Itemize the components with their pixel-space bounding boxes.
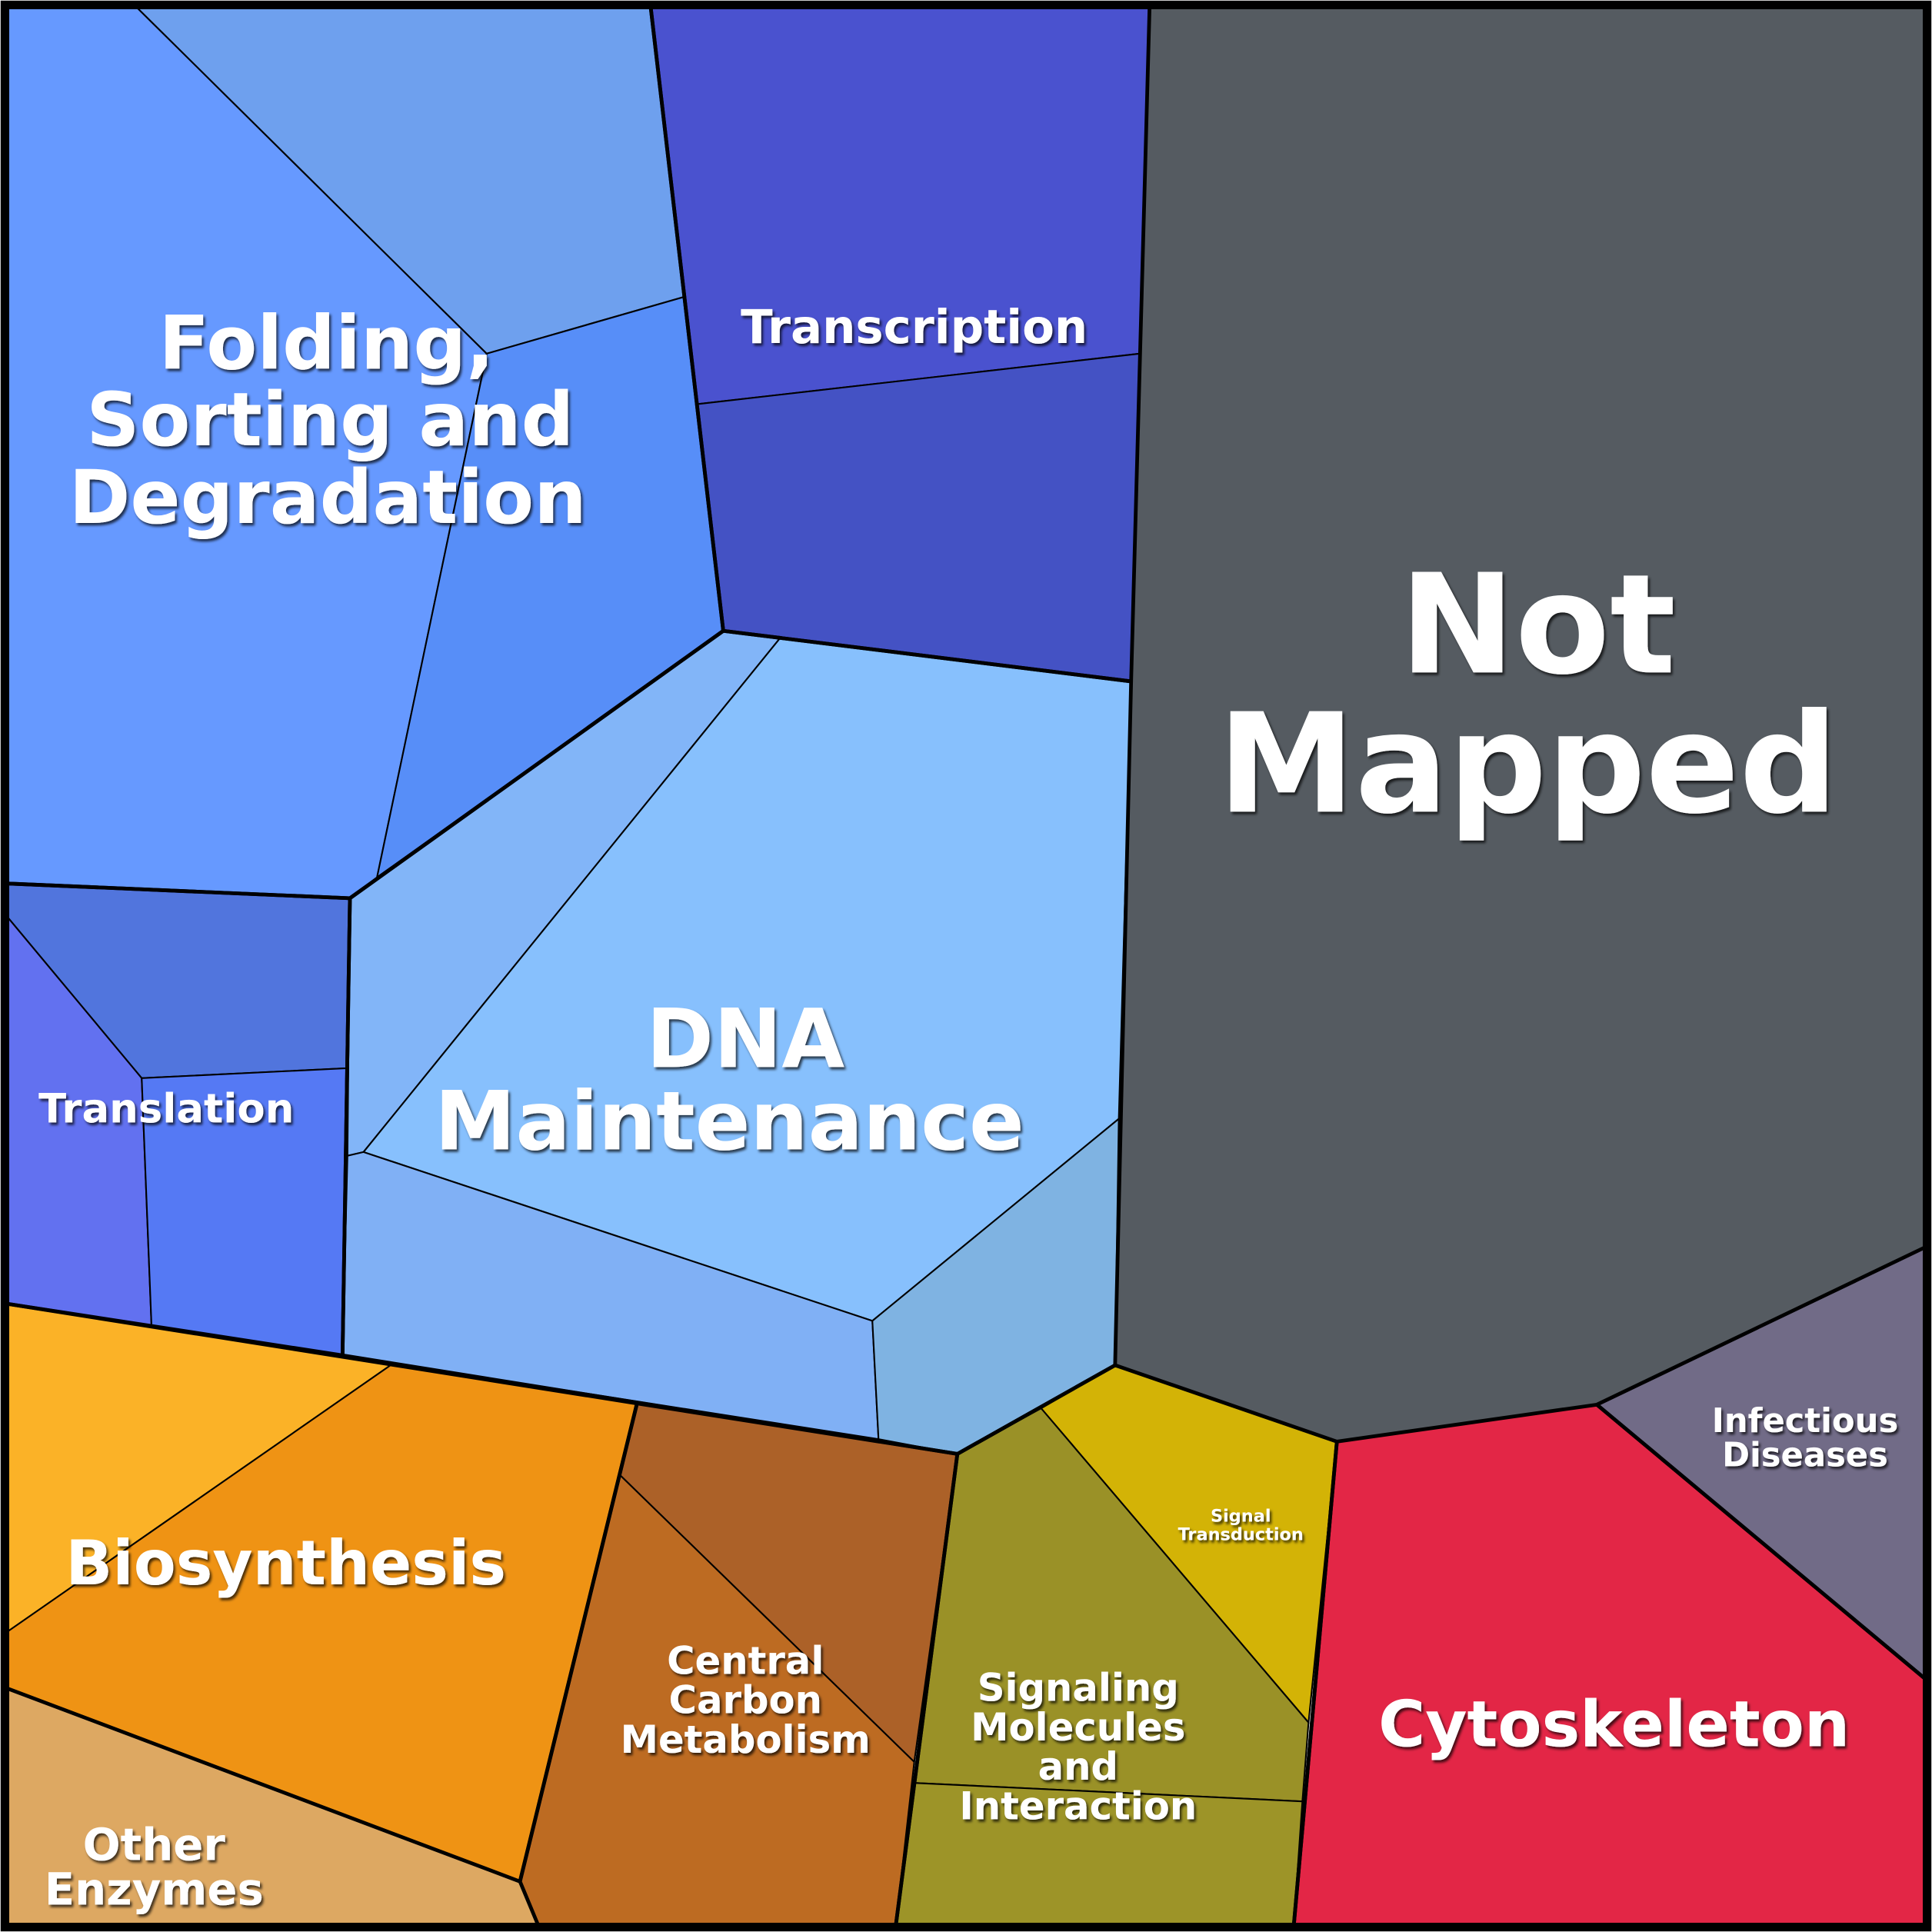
label: Transduction [1178, 1525, 1304, 1545]
label: Folding, [158, 301, 494, 387]
label: Diseases [1722, 1437, 1888, 1475]
label: Other [83, 1819, 226, 1871]
label: Mapped [1217, 684, 1838, 844]
label: DNA [646, 991, 844, 1086]
label: Biosynthesis [65, 1527, 506, 1599]
label: Interaction [959, 1784, 1197, 1828]
label: Signaling [978, 1666, 1179, 1710]
label: Signal [1211, 1507, 1271, 1527]
label: Carbon [669, 1678, 822, 1723]
label: Infectious [1712, 1402, 1898, 1441]
label: Translation [38, 1086, 294, 1133]
cell [696, 352, 1141, 683]
label: Sorting and [86, 377, 574, 463]
label: Cytoskeleton [1378, 1687, 1850, 1762]
label: Not [1400, 545, 1676, 705]
label: Degradation [69, 455, 587, 541]
label: Molecules [971, 1705, 1185, 1750]
label: Transcription [741, 300, 1088, 355]
label: Enzymes [45, 1863, 264, 1915]
label: Maintenance [435, 1074, 1024, 1169]
label: and [1038, 1744, 1118, 1789]
cells [5, 5, 1927, 1927]
label: Metabolism [621, 1717, 871, 1762]
labels: Folding, Sorting and Degradation Transcr… [38, 300, 1898, 1915]
label: Central [667, 1638, 824, 1683]
